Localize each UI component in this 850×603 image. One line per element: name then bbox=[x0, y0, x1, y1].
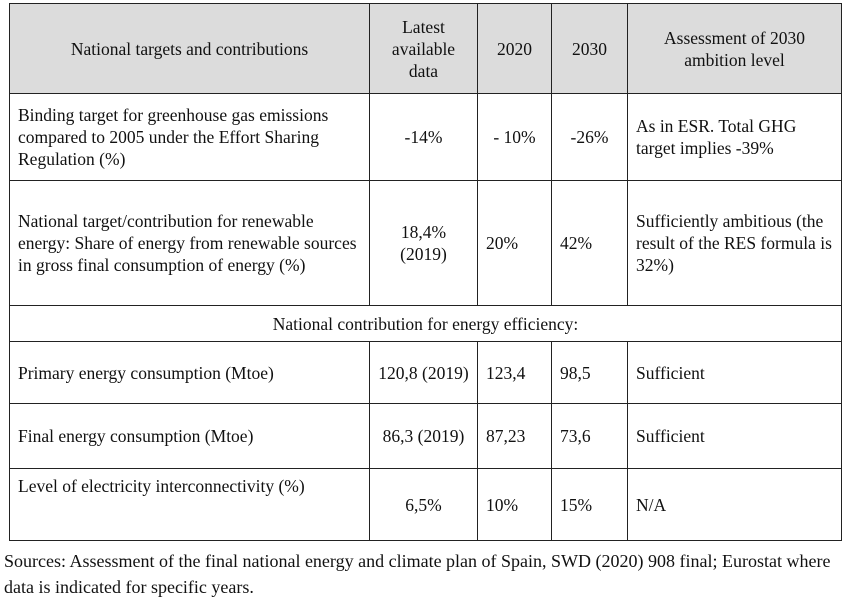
latest-value: 18,4% (2019) bbox=[369, 180, 478, 306]
latest-value: 120,8 (2019) bbox=[369, 341, 478, 404]
row-label: Final energy consumption (Mtoe) bbox=[9, 403, 370, 469]
latest-value: 6,5% bbox=[369, 468, 478, 541]
section-heading: National contribution for energy efficie… bbox=[9, 305, 842, 342]
assessment: As in ESR. Total GHG target implies -39% bbox=[627, 93, 842, 181]
assessment: Sufficient bbox=[627, 403, 842, 469]
value-2020: 10% bbox=[477, 468, 552, 541]
row-label: Primary energy consumption (Mtoe) bbox=[9, 341, 370, 404]
table-row: Final energy consumption (Mtoe) 86,3 (20… bbox=[9, 403, 842, 469]
value-2030: 98,5 bbox=[551, 341, 628, 404]
latest-value: -14% bbox=[369, 93, 478, 181]
assessment: Sufficient bbox=[627, 341, 842, 404]
table-row: Level of electricity interconnectivity (… bbox=[9, 468, 842, 541]
row-label: Level of electricity interconnectivity (… bbox=[9, 468, 370, 541]
targets-table: National targets and contributions Lates… bbox=[9, 3, 842, 541]
header-assessment: Assessment of 2030 ambition level bbox=[627, 3, 842, 94]
value-2030: -26% bbox=[551, 93, 628, 181]
table-row: Primary energy consumption (Mtoe) 120,8 … bbox=[9, 341, 842, 404]
assessment: Sufficiently ambitious (the result of th… bbox=[627, 180, 842, 306]
table-row: National target/contribution for renewab… bbox=[9, 180, 842, 306]
table-row: Binding target for greenhouse gas emissi… bbox=[9, 93, 842, 181]
assessment: N/A bbox=[627, 468, 842, 541]
value-2030: 42% bbox=[551, 180, 628, 306]
sources-note: Sources: Assessment of the final nationa… bbox=[4, 551, 831, 597]
section-row: National contribution for energy efficie… bbox=[9, 305, 842, 342]
latest-value: 86,3 (2019) bbox=[369, 403, 478, 469]
value-2030: 73,6 bbox=[551, 403, 628, 469]
value-2030: 15% bbox=[551, 468, 628, 541]
header-row: National targets and contributions Lates… bbox=[9, 3, 842, 94]
value-2020: 123,4 bbox=[477, 341, 552, 404]
value-2020: - 10% bbox=[477, 93, 552, 181]
value-2020: 20% bbox=[477, 180, 552, 306]
header-2030: 2030 bbox=[551, 3, 628, 94]
header-national-targets: National targets and contributions bbox=[9, 3, 370, 94]
header-latest-data: Latest available data bbox=[369, 3, 478, 94]
header-2020: 2020 bbox=[477, 3, 552, 94]
row-label: National target/contribution for renewab… bbox=[9, 180, 370, 306]
value-2020: 87,23 bbox=[477, 403, 552, 469]
row-label: Binding target for greenhouse gas emissi… bbox=[9, 93, 370, 181]
